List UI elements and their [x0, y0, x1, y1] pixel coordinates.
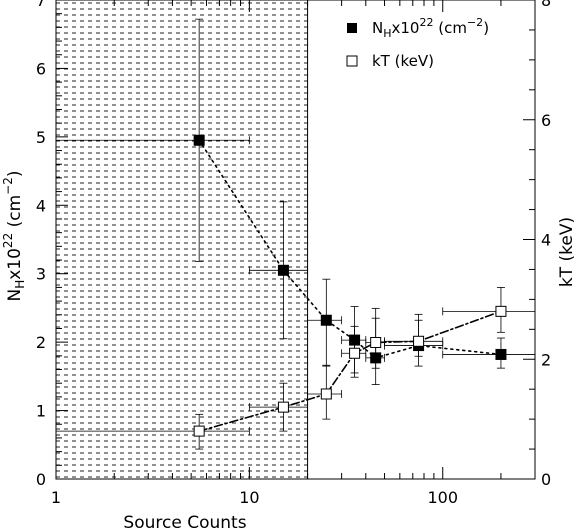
y-left-label-rest: x10	[5, 248, 25, 280]
y-left-tick-label: 2	[36, 333, 46, 352]
legend-label-nh: NHx1022 (cm−2)	[372, 16, 489, 40]
legend-nh-main: N	[372, 19, 383, 37]
data-point-nh	[193, 134, 205, 146]
shaded-region	[56, 0, 308, 479]
markers	[193, 134, 507, 437]
data-point-kt	[495, 305, 507, 317]
y-left-tick-label: 5	[36, 128, 46, 147]
legend-nh-unit-open: (cm	[433, 19, 466, 37]
legend-nh-sub: H	[383, 27, 391, 40]
data-point-nh	[320, 314, 332, 326]
data-point-kt	[277, 401, 289, 413]
data-point-kt	[320, 388, 332, 400]
y-right-tick-label: 4	[541, 231, 551, 250]
y-left-label-sub: H	[13, 280, 27, 289]
y-left-tick-label: 1	[36, 402, 46, 421]
y-left-tick-label: 4	[36, 196, 46, 215]
y-left-label-unit-open: (cm	[5, 195, 25, 233]
legend-label-kt: kT (keV)	[372, 52, 434, 70]
x-tick-label: 10	[239, 488, 259, 507]
legend-nh-sup: 22	[419, 16, 433, 29]
y-left-tick-label: 7	[36, 0, 46, 10]
y-left-tick-label: 6	[36, 59, 46, 78]
x-tick-label: 1	[51, 488, 61, 507]
y-left-label-main: N	[5, 289, 25, 302]
y-right-tick-label: 2	[541, 350, 551, 369]
y-right-tick-label: 8	[541, 0, 551, 10]
data-point-nh	[495, 348, 507, 360]
data-point-kt	[370, 336, 382, 348]
data-point-nh	[370, 352, 382, 364]
data-point-kt	[413, 335, 425, 347]
y-right-axis-label: kT (keV)	[557, 217, 577, 287]
y-left-label-unit-sup: −2	[1, 177, 15, 195]
legend-marker-kt	[346, 55, 358, 67]
y-left-tick-label: 3	[36, 265, 46, 284]
legend-nh-unit-close: )	[483, 19, 489, 37]
legend-nh-rest: x10	[392, 19, 420, 37]
y-left-label-unit-close: )	[5, 170, 25, 177]
data-point-nh	[349, 334, 361, 346]
x-axis-label: Source Counts	[123, 513, 246, 531]
legend-nh-unit-sup: −2	[467, 16, 483, 29]
y-right-tick-label: 6	[541, 111, 551, 130]
y-left-axis-label: NHx1022 (cm−2)	[1, 170, 27, 301]
y-right-tick-label: 0	[541, 470, 551, 489]
y-left-axis-ticks: 0 1 2 3 4 5 6 7	[36, 0, 68, 489]
y-right-axis-ticks: 0 2 4 6 8	[523, 0, 551, 489]
y-left-label-sup: 22	[1, 233, 15, 248]
data-point-nh	[277, 264, 289, 276]
data-point-kt	[193, 425, 205, 437]
legend: NHx1022 (cm−2) kT (keV)	[346, 16, 489, 70]
legend-marker-nh	[347, 23, 357, 33]
x-tick-label: 100	[427, 488, 458, 507]
x-axis-ticks: 1 10 100	[51, 0, 536, 507]
y-left-tick-label: 0	[36, 470, 46, 489]
data-point-kt	[349, 347, 361, 359]
